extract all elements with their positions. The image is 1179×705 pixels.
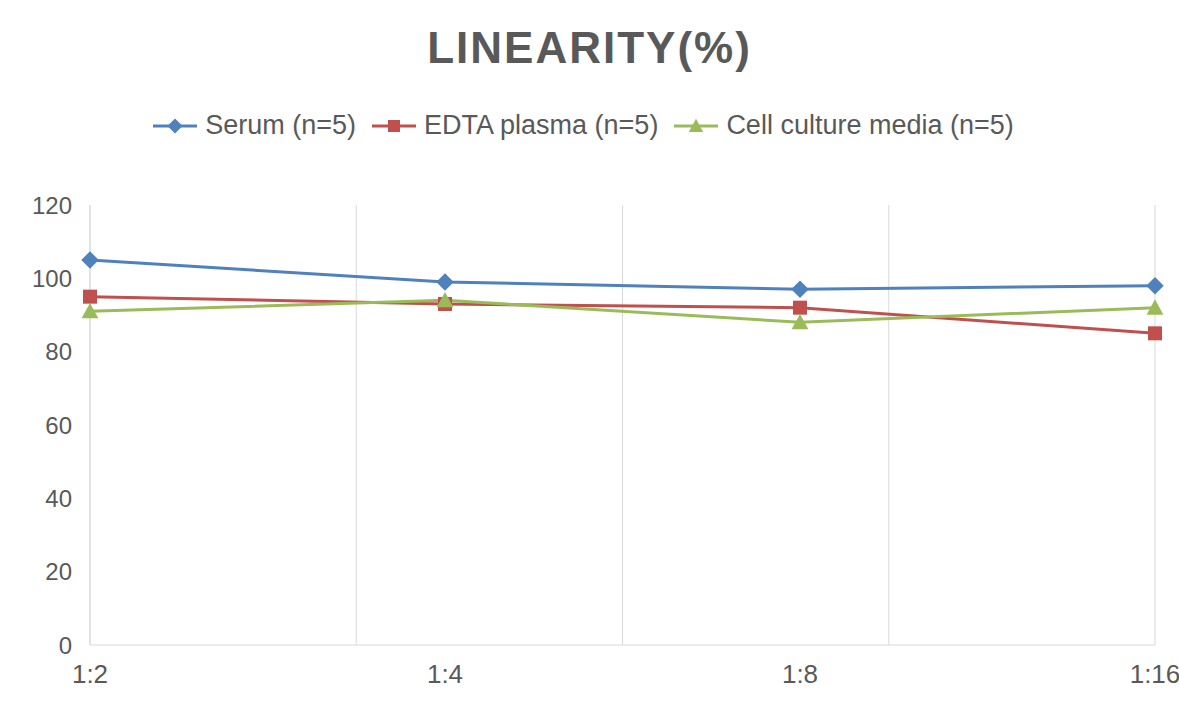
svg-text:1:16: 1:16 [1130, 659, 1171, 689]
svg-text:1:2: 1:2 [72, 659, 108, 689]
svg-text:1:4: 1:4 [427, 659, 463, 689]
html-text:EDTA plasma (n=5): EDTA plasma (n=5) [424, 110, 659, 140]
svg-text:20: 20 [45, 558, 72, 585]
svg-text:60: 60 [45, 412, 72, 439]
svg-text:40: 40 [45, 485, 72, 512]
svg-text:100: 100 [32, 265, 72, 292]
svg-text:80: 80 [45, 338, 72, 365]
html-text:Cell culture media (n=5): Cell culture media (n=5) [726, 110, 1014, 140]
html-text:LINEARITY(%): LINEARITY(%) [427, 23, 752, 72]
svg-text:1:8: 1:8 [782, 659, 818, 689]
svg-text:0: 0 [59, 632, 72, 659]
html-text:Serum (n=5): Serum (n=5) [205, 110, 356, 140]
svg-text:120: 120 [32, 192, 72, 219]
